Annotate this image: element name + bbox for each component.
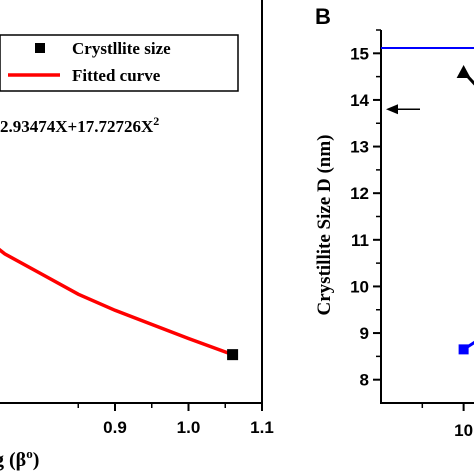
panel-b-y-tick-label: 15: [350, 44, 369, 63]
legend-label-fit: Fitted curve: [72, 66, 161, 85]
arrow-head: [386, 104, 398, 115]
equation-superscript: 2: [153, 114, 159, 128]
panel-a-x-tick-label: 0.9: [103, 418, 127, 437]
panel-b-y-tick-label: 14: [350, 91, 369, 110]
panel-b-y-tick-label: 11: [351, 231, 369, 250]
panel-a-x-tick-label: 1.0: [177, 418, 201, 437]
panel-b-series-line: [462, 70, 474, 86]
panel-b-series: [456, 64, 474, 355]
panel-b-y-ticks: 8 9 10 11 12 13 14 15: [350, 29, 381, 390]
panel-a-markers: [227, 349, 239, 361]
legend: Crystllite size Fitted curve: [0, 34, 239, 92]
left-arrow-icon: [386, 104, 420, 115]
panel-b-label: B: [315, 4, 331, 29]
panel-b-series-line: [462, 340, 474, 351]
panel-b-x-ticks: 10: [421, 403, 473, 440]
crystallite-size-marker: [227, 349, 239, 361]
panel-a-x-label: g (βo): [0, 446, 39, 471]
panel-b: B 8 9 10 11 12 13 14 15 10 Crystillite Size D (…: [314, 4, 474, 440]
panel-a-x-tick-label: 1.1: [250, 418, 274, 437]
panel-b-x-tick-label: 10: [454, 421, 473, 440]
panel-b-y-tick-label: 10: [350, 277, 369, 296]
legend-box: [0, 34, 239, 92]
panel-b-square-marker: [458, 344, 469, 355]
panel-b-y-tick-label: 9: [360, 324, 369, 343]
fit-equation: 2.93474X+17.72726X2: [0, 114, 159, 136]
legend-label-crystallite: Crystllite size: [72, 39, 171, 58]
fitted-curve-line: [0, 247, 234, 357]
panel-a-fitted-curve: [0, 247, 234, 357]
panel-b-y-tick-label: 8: [360, 371, 369, 390]
panel-b-y-tick-label: 13: [350, 138, 369, 157]
panel-b-y-tick-label: 12: [350, 184, 369, 203]
panel-a-x-ticks: 0.9 1.0 1.1: [77, 403, 274, 437]
panel-b-triangle-marker: [456, 64, 471, 78]
panel-b-y-label: Crystillite Size D (nm): [314, 135, 335, 316]
legend-marker-icon: [35, 43, 45, 53]
panel-a: 0.9 1.0 1.1 Crystllite size Fitted curve 2…: [0, 0, 274, 471]
